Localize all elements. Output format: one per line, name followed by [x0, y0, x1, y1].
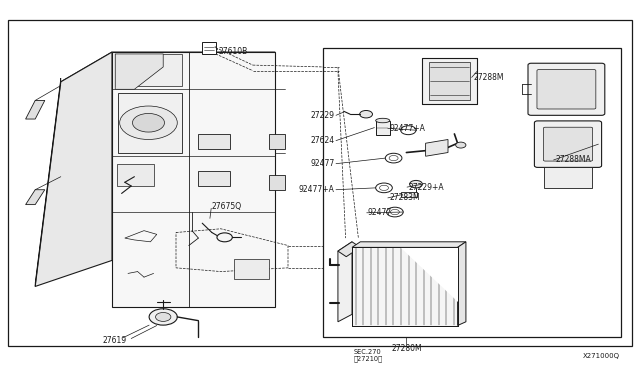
Polygon shape — [458, 242, 466, 326]
Text: 27619: 27619 — [102, 336, 127, 345]
Circle shape — [456, 142, 466, 148]
Text: 92477+A: 92477+A — [389, 124, 425, 133]
Circle shape — [156, 312, 171, 321]
Bar — [422, 58, 477, 104]
Polygon shape — [118, 93, 182, 153]
Polygon shape — [115, 54, 182, 86]
Polygon shape — [544, 167, 592, 188]
Polygon shape — [269, 175, 285, 190]
Polygon shape — [112, 52, 275, 307]
Text: 27280M: 27280M — [391, 344, 422, 353]
Polygon shape — [426, 140, 448, 156]
Text: 27610B: 27610B — [219, 47, 248, 56]
Bar — [401, 192, 417, 197]
Polygon shape — [399, 247, 458, 302]
Polygon shape — [269, 134, 285, 149]
FancyBboxPatch shape — [534, 121, 602, 167]
Polygon shape — [352, 242, 466, 247]
Text: 92477+A: 92477+A — [299, 185, 335, 194]
Bar — [8, 20, 632, 346]
Polygon shape — [117, 164, 154, 186]
Text: 27229: 27229 — [311, 111, 335, 120]
Text: 27229+A: 27229+A — [408, 183, 444, 192]
FancyBboxPatch shape — [528, 63, 605, 115]
Text: X271000Q: X271000Q — [582, 353, 620, 359]
Polygon shape — [338, 242, 352, 322]
FancyBboxPatch shape — [537, 70, 596, 109]
Ellipse shape — [376, 118, 390, 123]
Polygon shape — [26, 190, 45, 205]
Bar — [323, 48, 621, 337]
Polygon shape — [35, 78, 61, 286]
Polygon shape — [61, 52, 275, 82]
Circle shape — [132, 113, 164, 132]
Polygon shape — [352, 247, 458, 326]
Bar — [234, 259, 269, 279]
Text: 27283M: 27283M — [389, 193, 420, 202]
Text: 27624: 27624 — [310, 136, 335, 145]
Polygon shape — [35, 52, 112, 286]
Text: 92477: 92477 — [368, 208, 392, 217]
FancyBboxPatch shape — [543, 127, 593, 161]
Text: 〲27210〳: 〲27210〳 — [353, 355, 383, 362]
Bar — [429, 62, 470, 100]
Polygon shape — [198, 134, 230, 149]
Polygon shape — [338, 242, 360, 257]
Circle shape — [149, 309, 177, 325]
Bar — [376, 121, 390, 135]
Polygon shape — [115, 54, 163, 89]
Polygon shape — [198, 171, 230, 186]
Text: SEC.270: SEC.270 — [354, 349, 382, 355]
Circle shape — [360, 110, 372, 118]
Text: 27288MA: 27288MA — [556, 155, 591, 164]
Circle shape — [410, 180, 422, 188]
Bar — [202, 42, 216, 54]
Text: 27675Q: 27675Q — [211, 202, 241, 211]
Polygon shape — [26, 100, 45, 119]
Circle shape — [120, 106, 177, 140]
Circle shape — [217, 233, 232, 242]
Text: 92477: 92477 — [310, 159, 335, 168]
Text: 27288M: 27288M — [474, 73, 504, 82]
